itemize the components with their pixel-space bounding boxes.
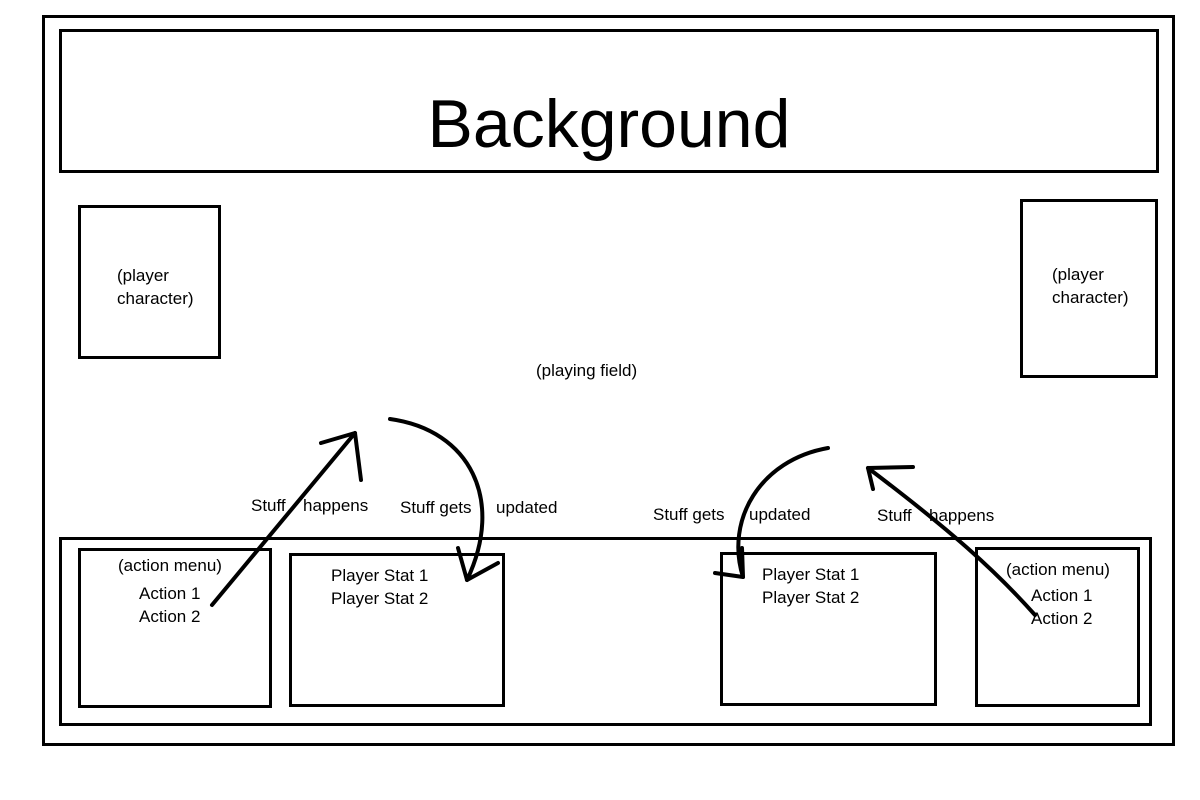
bottom-panel [59, 537, 1152, 726]
right-updated-label-1: Stuff gets [653, 505, 725, 524]
player-character-left-label-2: character) [117, 289, 194, 308]
action-menu-left [78, 548, 272, 708]
background-title: Background [427, 86, 791, 162]
action-menu-right-title: (action menu) [1006, 560, 1110, 579]
action-menu-right [975, 547, 1140, 707]
player-stats-right-item-2: Player Stat 2 [762, 588, 860, 607]
left-happens-label-2: happens [303, 496, 369, 515]
action-menu-left-item-1[interactable]: Action 1 [139, 584, 201, 603]
left-updated-label-1: Stuff gets [400, 498, 472, 517]
player-character-left-label-1: (player [117, 266, 169, 285]
left-happens-label-1: Stuff [251, 496, 286, 515]
player-character-right-label-2: character) [1052, 288, 1129, 307]
action-menu-right-item-1[interactable]: Action 1 [1031, 586, 1093, 605]
player-stats-left-item-2: Player Stat 2 [331, 589, 429, 608]
left-updated-label-2: updated [496, 498, 558, 517]
player-character-left [78, 205, 221, 359]
action-menu-left-item-2[interactable]: Action 2 [139, 607, 201, 626]
action-menu-right-item-2[interactable]: Action 2 [1031, 609, 1093, 628]
action-menu-left-title: (action menu) [118, 556, 222, 575]
player-character-right [1020, 199, 1158, 378]
player-stats-left-item-1: Player Stat 1 [331, 566, 429, 585]
player-character-right-label-1: (player [1052, 265, 1104, 284]
game-screen-frame [42, 15, 1175, 746]
right-happens-label-2: happens [929, 506, 995, 525]
player-stats-right-item-1: Player Stat 1 [762, 565, 860, 584]
background-panel: Background [59, 29, 1159, 173]
right-happens-label-1: Stuff [877, 506, 912, 525]
right-updated-label-2: updated [749, 505, 811, 524]
playing-field-label: (playing field) [536, 361, 638, 380]
